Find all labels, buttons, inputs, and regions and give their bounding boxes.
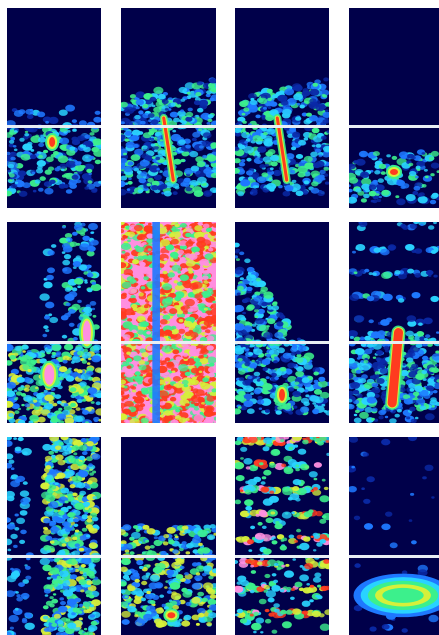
panel-divider [235,341,329,344]
panel-divider [121,341,216,344]
panel-divider [235,125,329,128]
radar-echo-r3c2 [121,523,216,628]
radar-echo-r1c4 [349,149,439,206]
radar-echo-r1c3 [235,77,329,197]
panel-divider [349,341,439,344]
radar-echo-r2c4 [349,222,439,423]
radar-echo-r3c4 [349,437,439,633]
radar-echo-r3c3 [235,437,329,634]
radar-echo-r2c3 [235,242,329,416]
radar-panel-r1c4 [349,8,439,208]
radar-echo-r3c1 [7,437,101,635]
radar-panel-r2c1 [7,222,101,423]
panel-divider [349,555,439,558]
panel-divider [121,125,216,128]
radar-echo-r2c2 [121,222,216,423]
panel-divider [7,125,101,128]
panel-divider [121,555,216,558]
radar-panel-r2c4 [349,222,439,423]
panel-divider [235,555,329,558]
panel-divider [349,125,439,128]
radar-panel-r3c1 [7,437,101,635]
panel-divider [7,341,101,344]
radar-echo-r1c1 [7,104,101,197]
radar-echo-r2c1 [7,222,101,423]
radar-panel-r3c2 [121,437,216,635]
radar-panel-r1c2 [121,8,216,208]
radar-panel-r3c3 [235,437,329,635]
panel-divider [7,555,101,558]
radar-panel-r3c4 [349,437,439,635]
radar-echo-r1c2 [121,77,216,198]
radar-panel-r2c3 [235,222,329,423]
radar-panel-r1c1 [7,8,101,208]
radar-panel-r1c3 [235,8,329,208]
radar-panel-r2c2 [121,222,216,423]
